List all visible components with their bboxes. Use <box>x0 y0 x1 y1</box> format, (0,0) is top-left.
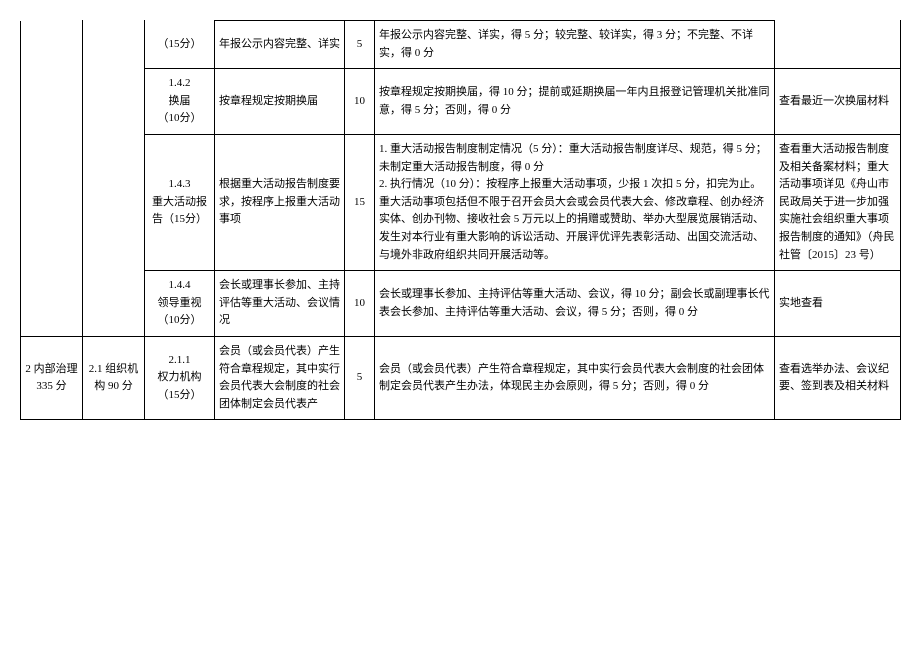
cell-criteria: 年报公示内容完整、详实，得 5 分；较完整、较详实，得 3 分；不完整、不详实，… <box>375 21 775 69</box>
cell-indicator-score: （15分） <box>145 21 215 69</box>
cell-evidence: 查看选举办法、会议纪要、签到表及相关材料 <box>775 336 901 419</box>
cell-points: 5 <box>345 336 375 419</box>
cell-indicator-score: 1.4.3重大活动报告（15分） <box>145 134 215 270</box>
table-row: 1.4.3重大活动报告（15分） 根据重大活动报告制度要求，按程序上报重大活动事… <box>21 134 901 270</box>
cell-criteria: 1. 重大活动报告制度制定情况（5 分）：重大活动报告制度详尽、规范，得 5 分… <box>375 134 775 270</box>
cell-points: 5 <box>345 21 375 69</box>
cell-indicator-score: 2.1.1权力机构（15分） <box>145 336 215 419</box>
cell-description: 年报公示内容完整、详实 <box>215 21 345 69</box>
cell-evidence: 查看最近一次换届材料 <box>775 69 901 135</box>
table-row: 2 内部治理 335 分 2.1 组织机构 90 分 2.1.1权力机构（15分… <box>21 336 901 419</box>
cell-section: 2 内部治理 335 分 <box>21 336 83 419</box>
cell-description: 会员（或会员代表）产生符合章程规定，其中实行会员代表大会制度的社会团体制定会员代… <box>215 336 345 419</box>
cell-criteria: 会长或理事长参加、主持评估等重大活动、会议，得 10 分；副会长或副理事长代表会… <box>375 271 775 337</box>
cell-description: 按章程规定按期换届 <box>215 69 345 135</box>
cell-evidence: 查看重大活动报告制度及相关备案材料；重大活动事项详见《舟山市民政局关于进一步加强… <box>775 134 901 270</box>
cell-criteria: 按章程规定按期换届，得 10 分；提前或延期换届一年内且报登记管理机关批准同意，… <box>375 69 775 135</box>
cell-criteria: 会员（或会员代表）产生符合章程规定，其中实行会员代表大会制度的社会团体制定会员代… <box>375 336 775 419</box>
cell-col1-continuation <box>21 21 83 337</box>
cell-indicator-score: 1.4.4领导重视（10分） <box>145 271 215 337</box>
cell-points: 10 <box>345 271 375 337</box>
cell-description: 根据重大活动报告制度要求，按程序上报重大活动事项 <box>215 134 345 270</box>
cell-subsection: 2.1 组织机构 90 分 <box>83 336 145 419</box>
table-row: （15分） 年报公示内容完整、详实 5 年报公示内容完整、详实，得 5 分；较完… <box>21 21 901 69</box>
cell-points: 15 <box>345 134 375 270</box>
cell-col2-continuation <box>83 21 145 337</box>
table-row: 1.4.4领导重视（10分） 会长或理事长参加、主持评估等重大活动、会议情况 1… <box>21 271 901 337</box>
evaluation-criteria-table: （15分） 年报公示内容完整、详实 5 年报公示内容完整、详实，得 5 分；较完… <box>20 20 901 420</box>
table-row: 1.4.2换届（10分） 按章程规定按期换届 10 按章程规定按期换届，得 10… <box>21 69 901 135</box>
cell-indicator-score: 1.4.2换届（10分） <box>145 69 215 135</box>
cell-evidence <box>775 21 901 69</box>
cell-evidence: 实地查看 <box>775 271 901 337</box>
cell-points: 10 <box>345 69 375 135</box>
cell-description: 会长或理事长参加、主持评估等重大活动、会议情况 <box>215 271 345 337</box>
evaluation-table-page: （15分） 年报公示内容完整、详实 5 年报公示内容完整、详实，得 5 分；较完… <box>20 20 900 420</box>
